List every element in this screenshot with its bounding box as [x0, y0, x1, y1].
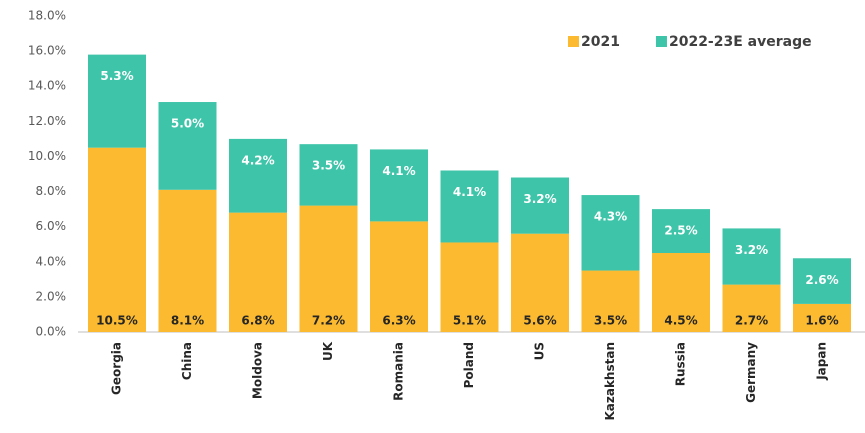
- y-tick-label: 18.0%: [28, 9, 66, 23]
- data-label: 4.2%: [241, 153, 274, 167]
- data-label: 5.3%: [100, 69, 133, 83]
- bar-segment: [229, 138, 287, 213]
- bar-segment: [722, 228, 781, 285]
- data-label: 2.6%: [805, 273, 838, 287]
- data-label: 3.2%: [523, 192, 556, 206]
- y-tick-label: 12.0%: [28, 114, 66, 128]
- data-label: 6.8%: [241, 314, 274, 328]
- data-label: 4.1%: [382, 164, 415, 178]
- bar-segment: [299, 205, 358, 332]
- y-tick-label: 16.0%: [28, 44, 66, 58]
- data-label: 2.7%: [735, 314, 768, 328]
- bar-segment: [158, 102, 217, 190]
- bar-segment: [722, 284, 781, 332]
- bar-segment: [229, 212, 287, 332]
- bar-segment: [652, 253, 710, 332]
- bar-segment: [158, 189, 217, 332]
- x-tick-label: US: [533, 342, 547, 360]
- bar-segment: [581, 195, 640, 271]
- y-tick-label: 0.0%: [36, 325, 67, 339]
- bar-segment: [511, 177, 569, 234]
- x-tick-label: Kazakhstan: [603, 342, 617, 421]
- x-tick-label: Georgia: [110, 342, 124, 395]
- x-tick-label: Russia: [674, 342, 688, 386]
- x-tick-label: Moldova: [251, 342, 265, 399]
- x-tick-label: UK: [321, 341, 335, 361]
- bar-segment: [88, 54, 146, 148]
- data-label: 10.5%: [96, 314, 138, 328]
- legend-label: 2022-23E average: [669, 34, 812, 50]
- bar-segment: [652, 209, 710, 253]
- data-label: 5.1%: [453, 314, 486, 328]
- data-label: 4.1%: [453, 185, 486, 199]
- bar-segment: [793, 258, 851, 304]
- bar-segment: [440, 170, 499, 243]
- x-tick-label: Poland: [462, 342, 476, 388]
- x-tick-label: Romania: [392, 342, 406, 401]
- legend-swatch: [568, 36, 579, 47]
- y-tick-label: 8.0%: [36, 184, 67, 198]
- bar-segment: [793, 303, 851, 332]
- data-label: 4.5%: [664, 314, 697, 328]
- y-tick-label: 14.0%: [28, 79, 66, 93]
- bar-segment: [370, 149, 428, 222]
- y-tick-label: 10.0%: [28, 149, 66, 163]
- y-tick-label: 4.0%: [36, 254, 67, 268]
- data-label: 6.3%: [382, 314, 415, 328]
- legend-label: 2021: [581, 34, 620, 50]
- x-tick-label: Japan: [815, 342, 829, 381]
- data-label: 3.2%: [735, 243, 768, 257]
- data-label: 4.3%: [594, 210, 627, 224]
- bar-segment: [88, 147, 146, 332]
- bar-segment: [581, 270, 640, 332]
- data-label: 3.5%: [594, 314, 627, 328]
- data-label: 1.6%: [805, 314, 838, 328]
- legend-swatch: [655, 36, 667, 47]
- bar-segment: [440, 242, 499, 332]
- data-label: 7.2%: [312, 314, 345, 328]
- data-label: 5.0%: [171, 117, 204, 131]
- y-tick-label: 2.0%: [36, 289, 67, 303]
- bar-segment: [299, 144, 358, 206]
- data-label: 5.6%: [523, 314, 556, 328]
- x-tick-label: Germany: [744, 342, 758, 403]
- data-label: 2.5%: [664, 224, 697, 238]
- y-tick-label: 6.0%: [36, 219, 67, 233]
- bar-segment: [370, 221, 428, 332]
- bar-segment: [511, 233, 569, 332]
- data-label: 8.1%: [171, 314, 204, 328]
- data-label: 3.5%: [312, 159, 345, 173]
- x-tick-label: China: [180, 342, 194, 380]
